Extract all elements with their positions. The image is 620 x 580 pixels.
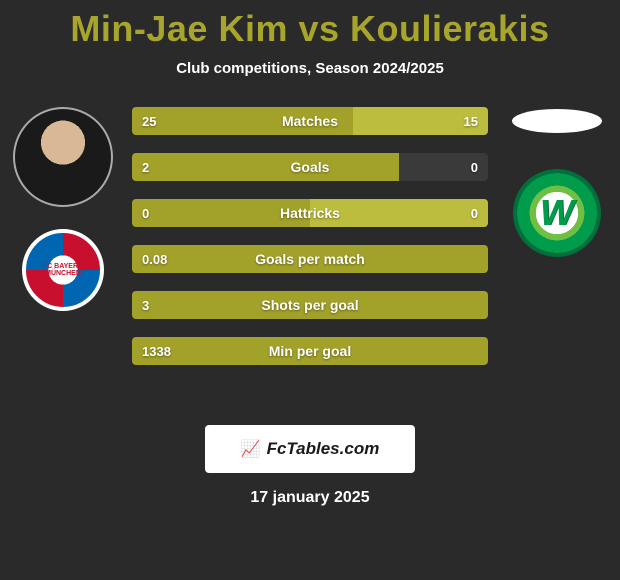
bar-left-fill (132, 291, 488, 319)
stat-row: Min per goal1338 (132, 337, 488, 365)
stat-value-right: 0 (471, 153, 478, 181)
player-left-column: FC BAYERN MÜNCHEN (8, 107, 118, 311)
stat-row: Goals per match0.08 (132, 245, 488, 273)
subtitle: Club competitions, Season 2024/2025 (0, 60, 620, 77)
stat-row: Shots per goal3 (132, 291, 488, 319)
club-badge-left-text: FC BAYERN MÜNCHEN (26, 263, 100, 277)
bar-left-fill (132, 153, 399, 181)
bar-right-fill (353, 107, 488, 135)
club-badge-left: FC BAYERN MÜNCHEN (22, 229, 104, 311)
bar-left-fill (132, 199, 310, 227)
bar-left-fill (132, 245, 488, 273)
player-right-column: W (502, 107, 612, 257)
stat-row: Goals20 (132, 153, 488, 181)
bar-left-fill (132, 107, 353, 135)
date-label: 17 january 2025 (0, 489, 620, 507)
stat-row: Hattricks00 (132, 199, 488, 227)
bar-left-fill (132, 337, 488, 365)
bar-right-fill (310, 199, 488, 227)
player-right-avatar (512, 109, 602, 133)
comparison-panel: FC BAYERN MÜNCHEN W Matches2515 Goals20 Ha… (0, 107, 620, 407)
stat-bars: Matches2515 Goals20 Hattricks00 Goals per m… (132, 107, 488, 383)
club-badge-right-letter: W (540, 192, 574, 234)
club-badge-right: W (513, 169, 601, 257)
stat-row: Matches2515 (132, 107, 488, 135)
chart-icon: 📈 (241, 439, 261, 459)
brand-text: FcTables.com (267, 439, 380, 459)
page-title: Min-Jae Kim vs Koulierakis (0, 0, 620, 50)
brand-badge[interactable]: 📈 FcTables.com (205, 425, 415, 473)
player-left-avatar (13, 107, 113, 207)
